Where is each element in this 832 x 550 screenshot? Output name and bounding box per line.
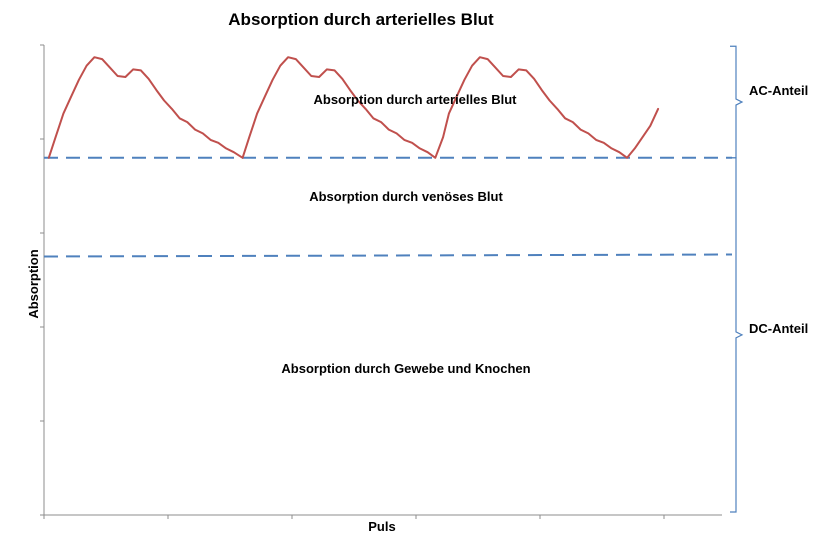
region-label-venous: Absorption durch venöses Blut (309, 189, 503, 204)
pulse-series-line (47, 56, 660, 159)
region-label-arterial: Absorption durch arterielles Blut (314, 92, 518, 107)
dc-bracket (730, 157, 744, 513)
ac-bracket-label: AC-Anteil (749, 83, 808, 98)
ac-bracket (730, 45, 744, 159)
chart-title: Absorption durch arterielles Blut (228, 10, 494, 29)
y-axis-title: Absorption (26, 249, 41, 318)
y-ticks (40, 44, 44, 516)
region-label-tissue: Absorption durch Gewebe und Knochen (281, 361, 530, 376)
x-ticks (43, 515, 665, 519)
x-axis-title: Puls (368, 519, 395, 534)
dc-bracket-label: DC-Anteil (749, 321, 808, 336)
baseline-venous (43, 253, 733, 258)
